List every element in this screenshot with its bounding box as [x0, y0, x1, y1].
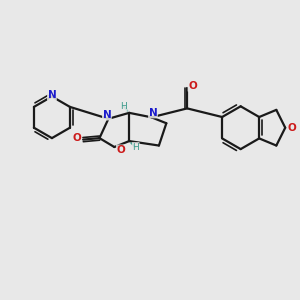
Text: O: O [116, 145, 125, 155]
Text: O: O [188, 81, 197, 91]
Text: N: N [103, 110, 111, 120]
Text: O: O [287, 123, 296, 133]
Text: N: N [47, 90, 56, 100]
Text: N: N [148, 108, 157, 118]
Text: H: H [121, 102, 127, 111]
Text: O: O [72, 133, 81, 143]
Text: H: H [132, 142, 139, 152]
